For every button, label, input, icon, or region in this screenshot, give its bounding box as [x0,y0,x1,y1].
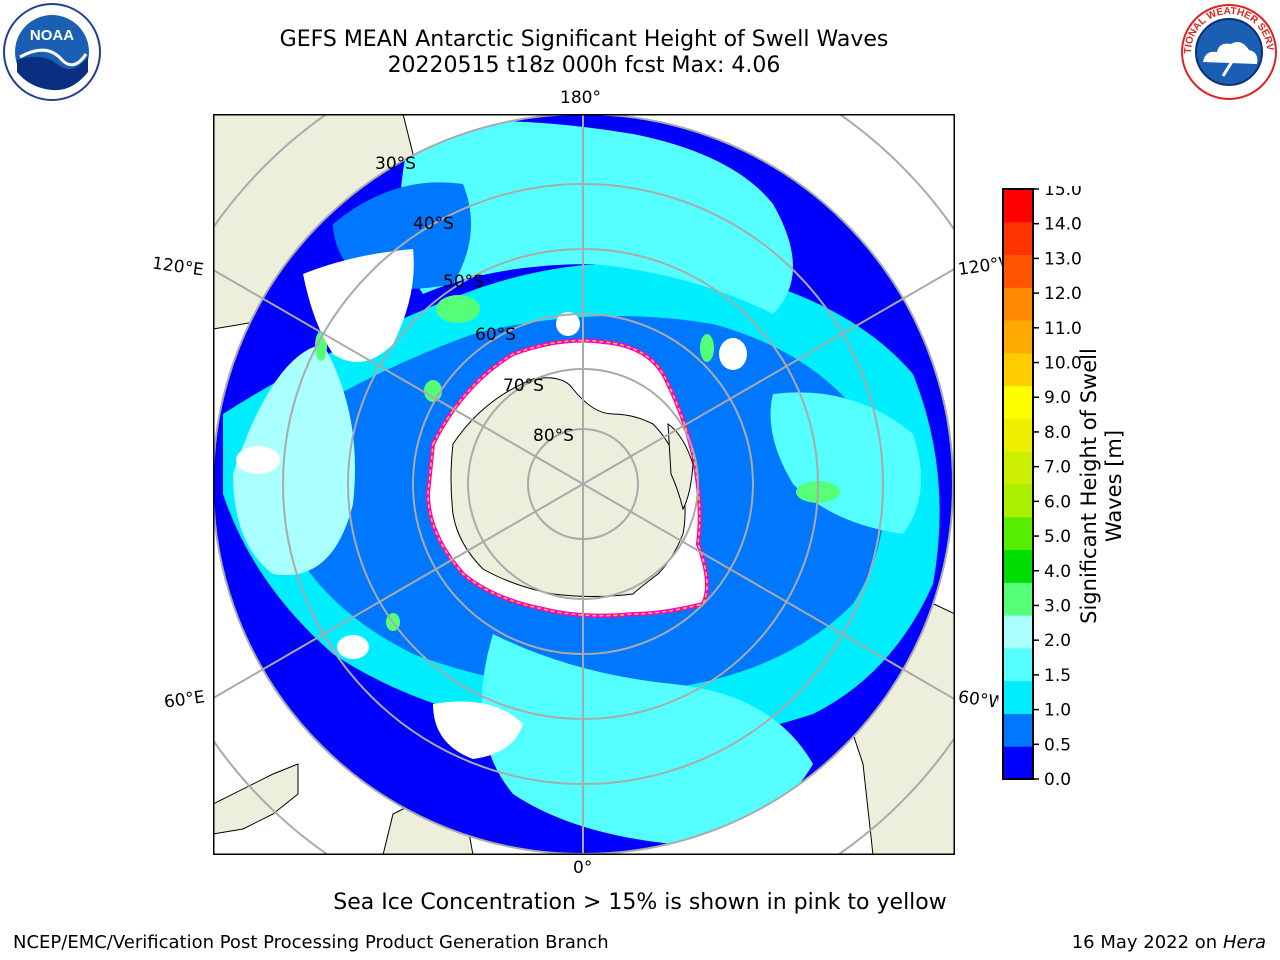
colorbar-segment [1003,615,1033,649]
white-patch-5 [556,312,580,336]
land-antarctic-peninsula [667,423,694,511]
colorbar-tick-label: 15.0 [1044,186,1082,200]
colorbar-tick-label: 14.0 [1044,215,1082,235]
colorbar-tick-label: 0.5 [1044,735,1071,755]
colorbar-tick-label: 11.0 [1044,319,1082,339]
colorbar-tick-label: 3.0 [1044,596,1071,616]
colorbar-segment [1003,451,1033,485]
lat-label-60s: 60°S [475,325,516,345]
colorbar-segment [1003,189,1033,223]
chart-title: GEFS MEAN Antarctic Significant Height o… [279,27,889,52]
lat-label-30s: 30°S [375,154,416,174]
longitude-lines [213,114,955,855]
lat-label-40s: 40°S [413,214,454,234]
colorbar-tick-label: 10.0 [1044,354,1082,374]
swell-high-4 [424,380,442,402]
lon-label-60w: 60°W [956,687,1000,713]
colorbar-segment [1003,254,1033,288]
colorbar-tick-label: 7.0 [1044,458,1071,478]
footer-system: Hera [1222,932,1266,953]
colorbar-segment [1003,516,1033,551]
land-africa [213,763,299,835]
white-patch-1 [303,249,414,362]
polar-map: 30°S 40°S 50°S 60°S 70°S 80°S [213,114,955,855]
white-patch-3 [236,446,280,474]
colorbar-tick-label: 8.0 [1044,423,1071,443]
nws-logo: NATIONAL WEATHER SERVICE [1179,2,1277,100]
colorbar-segment [1003,418,1033,452]
sea-ice-note: Sea Ice Concentration > 15% is shown in … [333,890,947,915]
colorbar-segment [1003,221,1033,256]
colorbar-segment [1003,484,1033,518]
land-antarctica [450,377,686,597]
colorbar-tick-label: 9.0 [1044,388,1071,408]
lat-label-70s: 70°S [503,376,544,396]
colorbar-tick-label: 2.0 [1044,631,1071,651]
white-patch-4 [337,635,369,659]
colorbar-label: Significant Height of Swell Waves [m] [1077,348,1126,624]
lon-label-180: 180° [560,88,601,108]
swell-band-5 [481,634,813,844]
colorbar: 15.0 14.0 13.0 12.0 11.0 10.0 9.0 8.0 7.0 6.0 5.0 4… [1002,186,1082,786]
swell-high-1 [436,295,480,323]
colorbar-segment [1003,385,1033,419]
colorbar-segment [1003,680,1033,714]
colorbar-tick-label: 1.0 [1044,701,1071,721]
colorbar-segment [1003,352,1033,387]
colorbar-segment [1003,287,1033,321]
chart-subtitle: 20220515 t18z 000h fcst Max: 4.06 [387,53,781,78]
colorbar-segment [1003,320,1033,354]
footer-date-text: 16 May 2022 on [1071,932,1218,953]
swell-high-5 [315,331,327,361]
white-patch-6 [719,338,747,370]
colorbar-segment [1003,582,1033,616]
swell-high-3 [700,334,714,362]
footer-org: NCEP/EMC/Verification Post Processing Pr… [13,932,609,953]
colorbar-tick-label: 13.0 [1044,249,1082,269]
noaa-logo: NOAA [3,3,101,101]
lon-label-60e: 60°E [162,687,207,713]
colorbar-tick-label: 6.0 [1044,492,1071,512]
colorbar-segment [1003,746,1033,780]
lat-label-80s: 80°S [533,426,574,446]
lon-label-120w: 120°W [956,254,1004,280]
colorbar-segment [1003,647,1033,682]
noaa-logo-text: NOAA [30,27,74,44]
sea-ice-edge [427,339,708,617]
lon-label-0: 0° [573,858,593,878]
lon-label-120e: 120°E [150,253,205,281]
colorbar-tick-label: 4.0 [1044,562,1071,582]
white-patch-2 [433,701,523,759]
swell-band-4 [233,344,355,576]
footer-date: 16 May 2022 on Hera [1072,932,1266,953]
colorbar-segment [1003,549,1033,583]
colorbar-tick-label: 1.5 [1044,666,1071,686]
colorbar-segment [1003,713,1033,747]
colorbar-tick-label: 5.0 [1044,527,1071,547]
lat-label-50s: 50°S [443,272,484,292]
colorbar-tick-label: 12.0 [1044,284,1082,304]
colorbar-tick-label: 0.0 [1044,770,1071,786]
